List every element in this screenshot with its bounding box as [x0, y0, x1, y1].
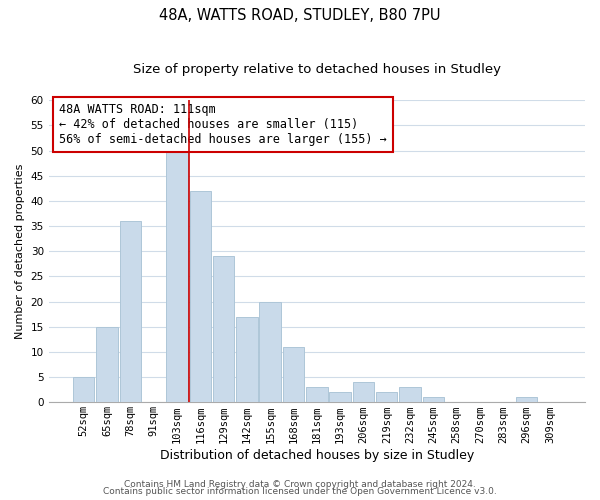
Bar: [73, 377, 94, 402]
Bar: [400, 387, 421, 402]
Title: Size of property relative to detached houses in Studley: Size of property relative to detached ho…: [133, 62, 501, 76]
Bar: [516, 397, 538, 402]
Bar: [166, 150, 188, 402]
Text: Contains HM Land Registry data © Crown copyright and database right 2024.: Contains HM Land Registry data © Crown c…: [124, 480, 476, 489]
Bar: [422, 397, 444, 402]
Bar: [236, 316, 257, 402]
Bar: [376, 392, 397, 402]
Bar: [213, 256, 235, 402]
X-axis label: Distribution of detached houses by size in Studley: Distribution of detached houses by size …: [160, 450, 474, 462]
Text: Contains public sector information licensed under the Open Government Licence v3: Contains public sector information licen…: [103, 487, 497, 496]
Y-axis label: Number of detached properties: Number of detached properties: [15, 164, 25, 339]
Bar: [329, 392, 351, 402]
Text: 48A, WATTS ROAD, STUDLEY, B80 7PU: 48A, WATTS ROAD, STUDLEY, B80 7PU: [159, 8, 441, 22]
Text: 48A WATTS ROAD: 111sqm
← 42% of detached houses are smaller (115)
56% of semi-de: 48A WATTS ROAD: 111sqm ← 42% of detached…: [59, 104, 387, 146]
Bar: [283, 347, 304, 403]
Bar: [97, 327, 118, 402]
Bar: [353, 382, 374, 402]
Bar: [306, 387, 328, 402]
Bar: [119, 221, 141, 402]
Bar: [190, 191, 211, 402]
Bar: [259, 302, 281, 402]
